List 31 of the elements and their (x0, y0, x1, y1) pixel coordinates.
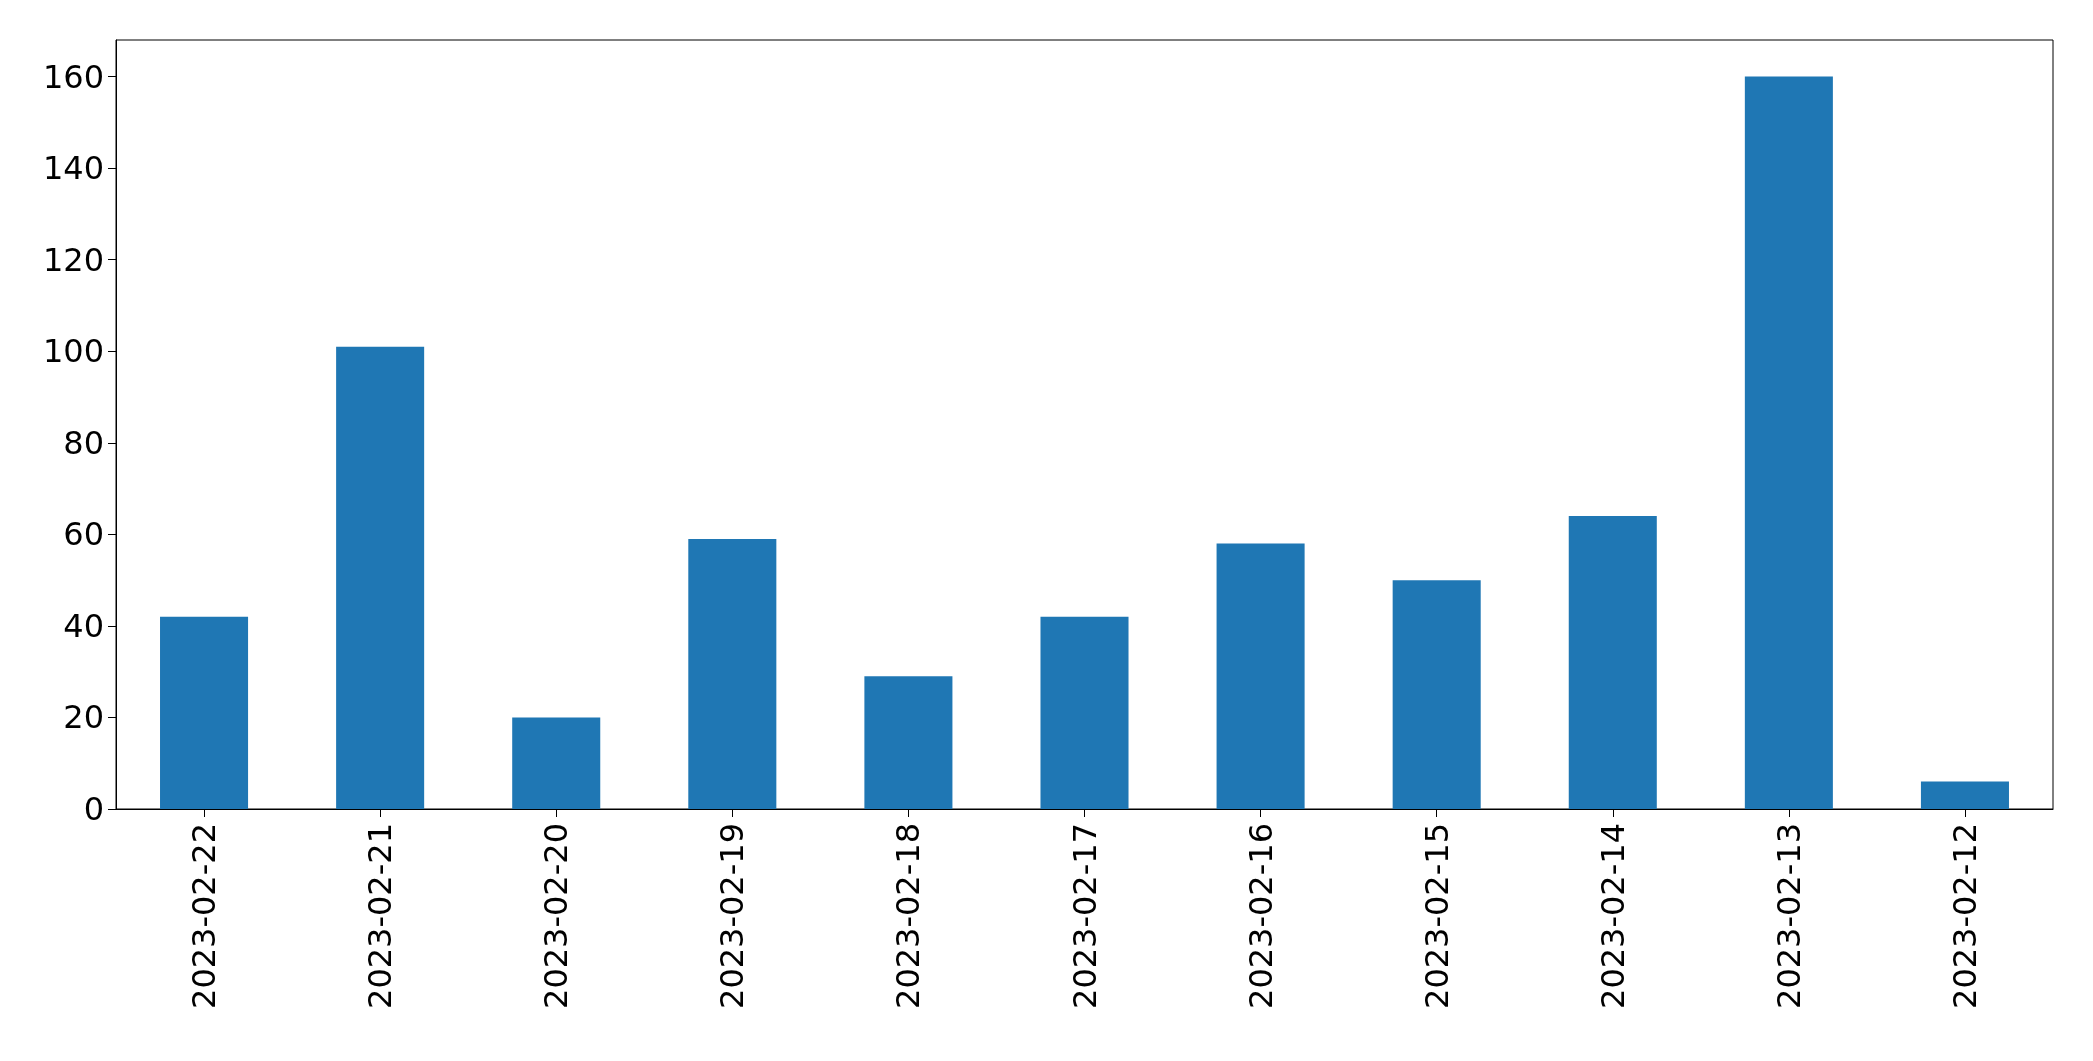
bar (688, 538, 777, 809)
bar (1392, 580, 1481, 809)
y-tick-label: 40 (63, 606, 104, 645)
y-tick-label: 60 (63, 515, 104, 554)
y-tick-label: 0 (83, 790, 104, 828)
bar (160, 616, 249, 809)
bar (864, 676, 953, 809)
y-tick-label: 80 (63, 423, 104, 462)
bar (1040, 616, 1129, 809)
x-tick-label: 2023-02-15 (1417, 823, 1456, 1009)
bar (336, 346, 425, 809)
x-tick-label: 2023-02-22 (185, 823, 224, 1009)
bar (1568, 516, 1657, 809)
x-tick-label: 2023-02-14 (1593, 823, 1632, 1009)
x-tick-label: 2023-02-17 (1065, 823, 1104, 1009)
bar (512, 717, 601, 809)
bar (1920, 781, 2009, 809)
x-tick-label: 2023-02-13 (1769, 823, 1808, 1009)
x-tick-label: 2023-02-18 (889, 823, 928, 1009)
x-tick-label: 2023-02-19 (713, 823, 752, 1009)
bar (1216, 543, 1305, 809)
y-tick-label: 20 (63, 698, 104, 737)
bar (1744, 76, 1833, 809)
y-tick-label: 140 (42, 149, 104, 188)
x-tick-label: 2023-02-12 (1945, 823, 1984, 1009)
x-tick-label: 2023-02-16 (1241, 823, 1280, 1009)
y-tick-label: 160 (42, 57, 104, 96)
x-tick-label: 2023-02-21 (361, 823, 400, 1009)
x-tick-label: 2023-02-20 (537, 823, 576, 1009)
y-tick-label: 100 (42, 332, 104, 371)
y-tick-label: 120 (42, 240, 104, 279)
